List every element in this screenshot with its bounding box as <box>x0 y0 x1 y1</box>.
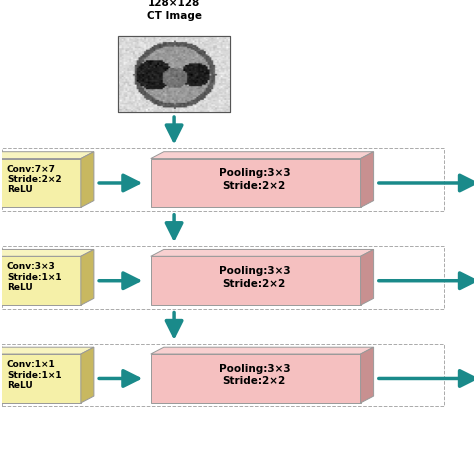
FancyBboxPatch shape <box>1 246 445 309</box>
Polygon shape <box>0 158 81 208</box>
Polygon shape <box>361 249 374 305</box>
Text: Pooling:3×3
Stride:2×2: Pooling:3×3 Stride:2×2 <box>219 266 290 289</box>
Polygon shape <box>151 347 374 354</box>
Polygon shape <box>0 152 94 158</box>
Polygon shape <box>151 158 361 208</box>
Text: Pooling:3×3
Stride:2×2: Pooling:3×3 Stride:2×2 <box>219 168 290 191</box>
Polygon shape <box>151 256 361 305</box>
Polygon shape <box>151 249 374 256</box>
FancyBboxPatch shape <box>118 36 230 112</box>
Polygon shape <box>0 249 94 256</box>
Text: 128×128
CT Image: 128×128 CT Image <box>146 0 201 21</box>
Polygon shape <box>81 347 94 403</box>
Polygon shape <box>81 152 94 208</box>
Text: Conv:3×3
Stride:1×1
ReLU: Conv:3×3 Stride:1×1 ReLU <box>7 263 62 292</box>
Text: Pooling:3×3
Stride:2×2: Pooling:3×3 Stride:2×2 <box>219 364 290 386</box>
Polygon shape <box>81 249 94 305</box>
Text: Conv:1×1
Stride:1×1
ReLU: Conv:1×1 Stride:1×1 ReLU <box>7 360 62 390</box>
Polygon shape <box>0 354 81 403</box>
Polygon shape <box>361 152 374 208</box>
FancyBboxPatch shape <box>1 344 445 407</box>
Polygon shape <box>0 256 81 305</box>
Polygon shape <box>151 354 361 403</box>
Text: Conv:7×7
Stride:2×2
ReLU: Conv:7×7 Stride:2×2 ReLU <box>7 164 62 194</box>
Polygon shape <box>0 347 94 354</box>
Polygon shape <box>151 152 374 158</box>
Polygon shape <box>361 347 374 403</box>
FancyBboxPatch shape <box>1 148 445 211</box>
